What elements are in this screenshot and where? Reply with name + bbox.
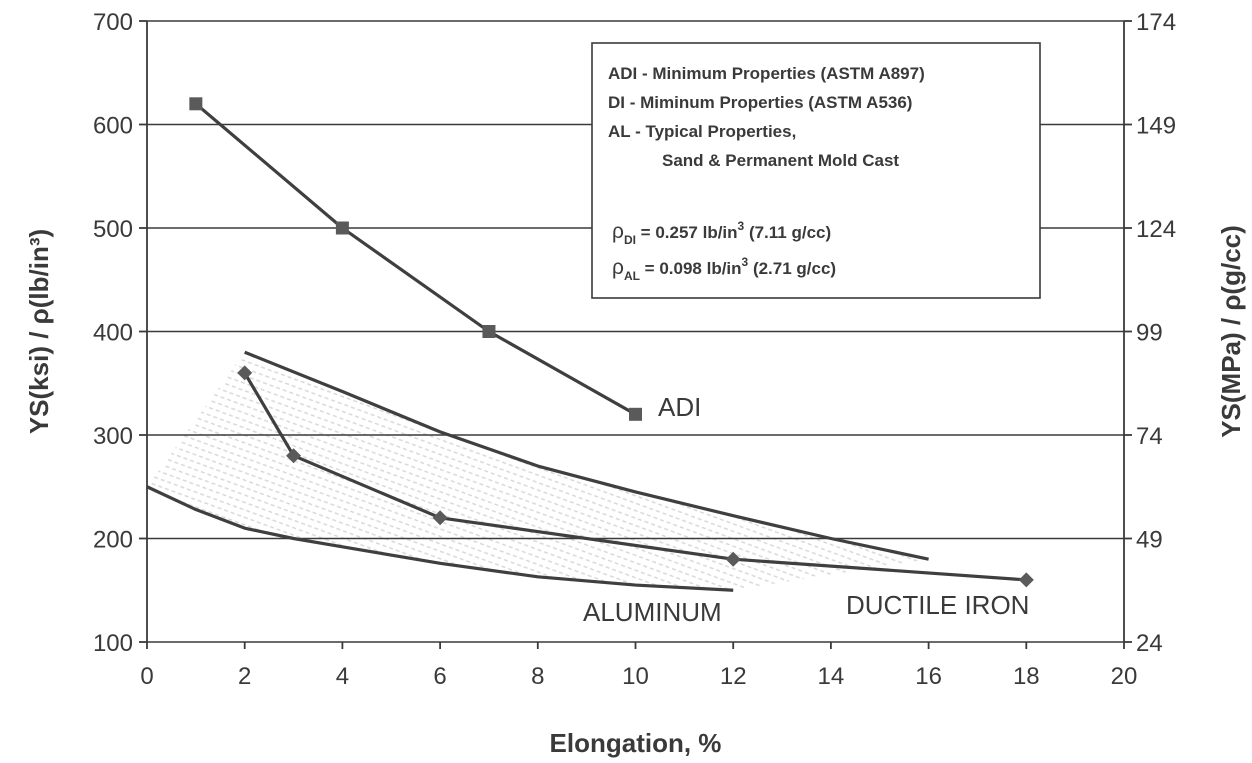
point-di: [432, 510, 448, 526]
legend-line-1: ADI - Minimum Properties (ASTM A897): [608, 64, 925, 83]
series-line-di_upper: [244, 350, 929, 561]
y-axis-title: YS(ksi) / ρ(lb/in³): [24, 229, 54, 434]
series-line-al_lower: [146, 485, 734, 592]
y2-axis-title: YS(MPa) / ρ(g/cc): [1216, 225, 1246, 438]
x-axis-title: Elongation, %: [550, 728, 722, 758]
y-tick-label: 200: [93, 527, 133, 554]
legend-line-2: DI - Miminum Properties (ASTM A536): [608, 93, 912, 112]
series-line-adi: [194, 102, 637, 416]
point-di: [1018, 572, 1034, 588]
x-tick-label: 16: [915, 663, 942, 690]
y-tick-label: 700: [93, 9, 133, 36]
point-adi: [482, 325, 496, 338]
annotation-adi: ADI: [658, 392, 701, 422]
point-di: [237, 365, 253, 381]
x-tick-label: 0: [140, 663, 153, 690]
y-tick-label: 600: [93, 113, 133, 140]
x-tick-label: 8: [531, 663, 544, 690]
point-adi: [629, 407, 642, 421]
y2-tick-label: 99: [1136, 320, 1163, 347]
legend-density-al: ρAL = 0.098 lb/in3 (2.71 g/cc): [612, 255, 836, 283]
y-tick-label: 100: [93, 630, 133, 657]
shaded-region: [147, 352, 929, 591]
y-tick-label: 400: [93, 320, 133, 347]
x-tick-label: 4: [336, 663, 349, 690]
x-tick-label: 18: [1013, 663, 1040, 690]
legend-box: [591, 42, 1041, 299]
y-tick-label: 500: [93, 216, 133, 243]
x-tick-label: 14: [818, 663, 845, 690]
y2-tick-label: 124: [1136, 216, 1176, 243]
point-di: [286, 448, 302, 464]
y2-tick-label: 174: [1136, 9, 1176, 36]
x-tick-label: 6: [433, 663, 446, 690]
legend-line-3: AL - Typical Properties,: [608, 122, 796, 141]
y2-tick-label: 149: [1136, 113, 1176, 140]
point-di: [725, 551, 741, 567]
y2-tick-label: 74: [1136, 423, 1163, 450]
annotation-ductile-iron: DUCTILE IRON: [846, 590, 1029, 620]
x-tick-label: 20: [1111, 663, 1138, 690]
legend-line-4: Sand & Permanent Mold Cast: [662, 151, 899, 170]
annotation-aluminum: ALUMINUM: [583, 597, 722, 627]
point-adi: [335, 221, 349, 235]
x-tick-label: 12: [720, 663, 747, 690]
point-adi: [189, 97, 203, 111]
x-tick-label: 10: [622, 663, 649, 690]
x-tick-label: 2: [238, 663, 251, 690]
legend-density-di: ρDI = 0.257 lb/in3 (7.11 g/cc): [612, 219, 831, 247]
y2-tick-label: 49: [1136, 527, 1163, 554]
y-tick-label: 300: [93, 423, 133, 450]
y2-tick-label: 24: [1136, 630, 1163, 657]
